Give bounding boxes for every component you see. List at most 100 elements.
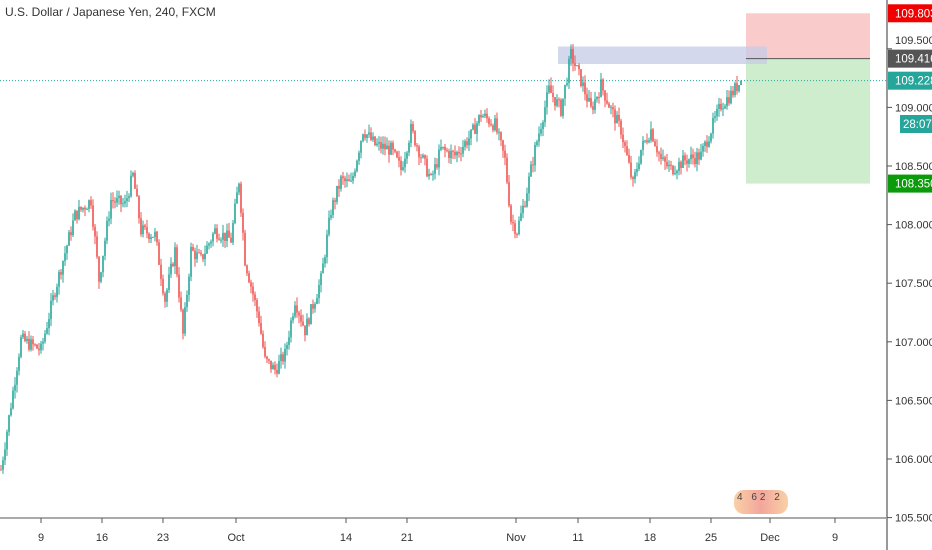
- candle-body: [704, 141, 706, 147]
- candle-body: [732, 90, 734, 96]
- candle-body: [244, 232, 246, 266]
- candle-body: [390, 142, 392, 155]
- candle-body: [30, 339, 32, 350]
- candle-body: [372, 136, 374, 140]
- candle-body: [252, 286, 254, 295]
- candle-body: [150, 237, 152, 239]
- x-tick-label: 14: [340, 532, 352, 544]
- candle-body: [102, 255, 104, 273]
- candle-body: [80, 206, 82, 210]
- candle-body: [716, 108, 718, 117]
- candle-body: [126, 198, 128, 202]
- candle-body: [314, 303, 316, 309]
- candle-body: [630, 162, 632, 178]
- candle-body: [90, 200, 92, 206]
- candle-body: [638, 163, 640, 170]
- candle-body: [216, 228, 218, 239]
- candle-body: [584, 82, 586, 95]
- candle-body: [242, 212, 244, 233]
- x-tick-label: Nov: [506, 532, 526, 544]
- candle-body: [226, 230, 228, 242]
- candle-body: [192, 246, 194, 251]
- candle-body: [450, 150, 452, 159]
- candle-body: [62, 261, 64, 275]
- x-tick-label: Oct: [227, 532, 244, 544]
- candle-body: [376, 143, 378, 146]
- candle-body: [152, 236, 154, 238]
- candle-body: [740, 80, 742, 86]
- x-tick-label: 18: [644, 532, 656, 544]
- candle-body: [210, 241, 212, 244]
- candle-body: [316, 298, 318, 304]
- candle-body: [262, 333, 264, 347]
- candle-body: [302, 321, 304, 326]
- candle-body: [356, 160, 358, 172]
- x-tick-label: 16: [96, 532, 108, 544]
- candle-body: [474, 124, 476, 134]
- candle-body: [74, 210, 76, 221]
- candle-body: [166, 289, 168, 302]
- candle-body: [336, 185, 338, 202]
- candle-body: [736, 83, 738, 92]
- x-tick-label: 25: [705, 532, 717, 544]
- candle-body: [576, 65, 578, 67]
- candle-body: [400, 160, 402, 170]
- candle-body: [362, 134, 364, 142]
- candle-body: [570, 48, 572, 59]
- candle-body: [702, 146, 704, 152]
- candle-body: [32, 339, 34, 345]
- candle-body: [454, 151, 456, 156]
- candle-body: [664, 157, 666, 162]
- candle-body: [228, 230, 230, 238]
- candle-body: [404, 158, 406, 168]
- candle-body: [394, 149, 396, 152]
- candle-body: [86, 208, 88, 210]
- candle-body: [14, 384, 16, 391]
- candle-body: [524, 205, 526, 207]
- candle-body: [114, 201, 116, 203]
- candle-body: [444, 146, 446, 151]
- candle-body: [486, 113, 488, 119]
- candle-body: [218, 238, 220, 240]
- candle-body: [676, 170, 678, 174]
- candle-body: [264, 346, 266, 357]
- candle-body: [396, 151, 398, 158]
- entry-price-tag-bg: [888, 49, 932, 68]
- candle-body: [138, 196, 140, 219]
- candle-body: [692, 154, 694, 159]
- candle-body: [696, 152, 698, 165]
- candle-body: [488, 118, 490, 125]
- candle-body: [668, 164, 670, 167]
- candle-body: [370, 132, 372, 140]
- candle-body: [4, 449, 6, 461]
- logo: 4 62 2: [734, 490, 788, 514]
- candle-body: [160, 264, 162, 280]
- candle-body: [544, 107, 546, 123]
- candle-body: [68, 232, 70, 246]
- candle-body: [494, 118, 496, 131]
- candle-body: [2, 460, 4, 470]
- candle-body: [434, 164, 436, 174]
- candle-body: [560, 99, 562, 116]
- candle-body: [322, 263, 324, 274]
- candle-body: [60, 271, 62, 275]
- candle-body: [690, 154, 692, 160]
- candle-body: [684, 155, 686, 161]
- candle-body: [530, 164, 532, 177]
- candle-body: [334, 200, 336, 202]
- candle-body: [306, 318, 308, 336]
- candle-body: [224, 232, 226, 242]
- candle-body: [652, 129, 654, 142]
- candle-body: [212, 233, 214, 242]
- candle-body: [374, 136, 376, 146]
- candle-body: [104, 240, 106, 256]
- candle-body: [592, 106, 594, 110]
- candle-body: [426, 158, 428, 177]
- candle-body: [142, 225, 144, 235]
- candle-body: [64, 253, 66, 262]
- candle-body: [34, 344, 36, 346]
- candle-body: [648, 140, 650, 143]
- candle-body: [240, 183, 242, 213]
- candle-body: [476, 123, 478, 134]
